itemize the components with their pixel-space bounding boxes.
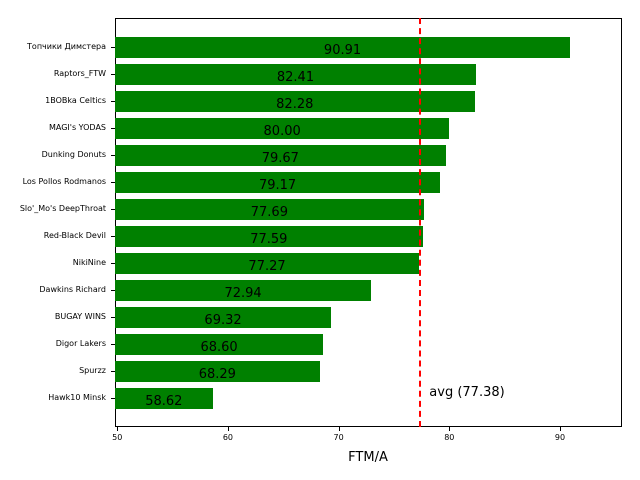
x-tick [449,427,451,431]
y-tick-label: Los Pollos Rodmanos [22,177,106,186]
bar [115,144,446,166]
y-tick [111,371,115,372]
bar [115,63,476,85]
y-tick-label: BUGAY WINS [54,312,106,321]
plot-area [115,18,622,427]
x-tick [560,427,561,431]
x-tick-label: 90 [554,433,566,442]
y-tick [111,155,115,156]
average-line [419,18,422,427]
y-tick-label: MAGI's YODAS [48,123,106,132]
y-tick [111,317,115,318]
bar-value-label: 58.62 [145,394,183,409]
y-tick-label: Hawk10 Minsk [48,393,106,402]
bar-value-label: 77.69 [250,205,288,220]
average-label: avg (77.38) [429,385,505,400]
y-tick [111,47,115,48]
y-tick-label: Топчики Димстера [27,42,106,51]
bar [115,387,213,409]
x-tick [117,427,119,431]
bar-value-label: 72.94 [224,286,262,301]
y-tick [111,101,115,102]
y-tick [111,290,115,291]
bar-value-label: 82.28 [276,97,314,112]
y-tick-label: 1BOBka Celtics [45,96,106,105]
x-tick [338,427,340,431]
y-tick [111,209,115,210]
bar [115,333,324,355]
bar [115,252,420,274]
bar-value-label: 82.41 [276,70,315,85]
y-tick [111,236,115,237]
bar [115,171,441,193]
y-tick-label: Digor Lakers [55,339,106,348]
bar [115,117,450,139]
y-tick-label: Red-Black Devil [43,231,106,240]
y-tick-label: Slo'_Mo's DeepThroat [19,204,106,213]
x-tick [227,427,229,431]
x-tick-label: 80 [444,433,455,442]
bar-value-label: 79.67 [261,151,299,166]
x-tick-label: 70 [333,433,344,442]
bar [115,360,320,382]
bar [115,90,475,112]
bar [115,306,332,328]
bar-value-label: 77.59 [250,232,288,247]
bar-value-label: 80.00 [263,124,301,139]
y-tick-label: Dunking Donuts [41,150,106,159]
y-tick [111,344,115,345]
bar-value-label: 79.17 [258,178,297,193]
bar [115,279,372,301]
y-tick [111,128,115,129]
x-tick-label: 60 [222,433,233,442]
bar [115,198,424,220]
y-tick [111,398,115,399]
bar-value-label: 69.32 [204,313,242,328]
x-axis-label: FTM/A [348,450,388,465]
y-tick-label: Dawkins Richard [39,285,106,294]
y-tick [111,263,115,264]
bar-value-label: 77.27 [248,259,286,274]
y-tick-label: NikiNine [72,258,106,267]
bar-value-label: 68.60 [200,340,238,355]
y-tick [111,182,115,183]
y-tick-label: Spurzz [79,366,106,375]
bar-value-label: 68.29 [198,367,236,382]
bar-value-label: 90.91 [323,43,362,58]
x-tick-label: 50 [112,433,123,442]
bar [115,36,571,58]
y-tick [111,74,115,75]
bar [115,225,423,247]
y-tick-label: Raptors_FTW [53,69,106,78]
